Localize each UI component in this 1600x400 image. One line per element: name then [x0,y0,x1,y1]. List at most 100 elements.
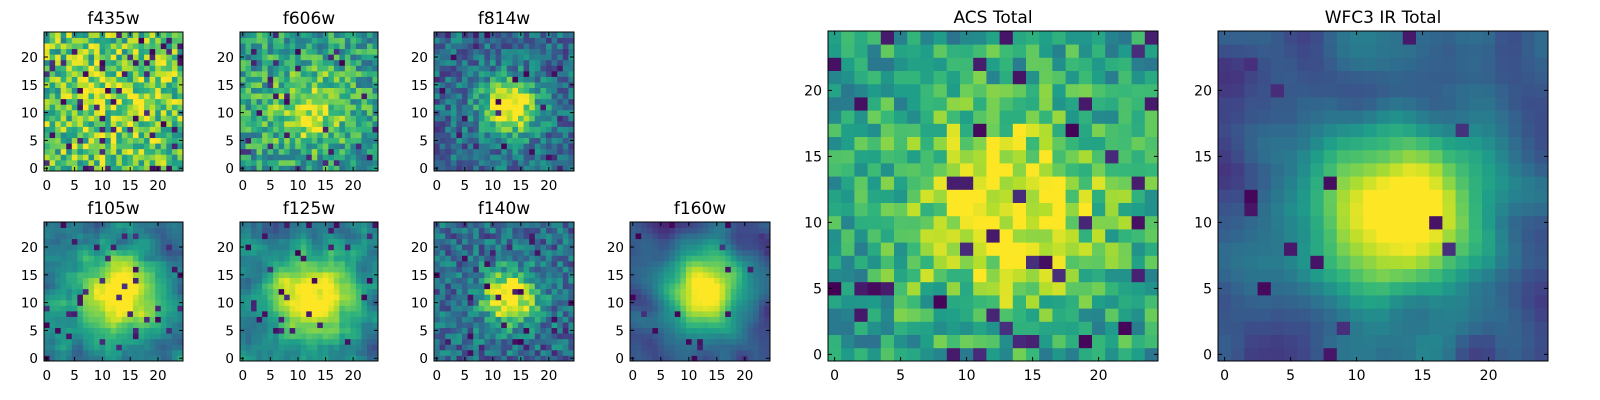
heatmap-cell [462,260,468,267]
heatmap-cell [121,65,128,72]
heatmap-cell [94,37,100,44]
heatmap-cell [311,148,318,155]
heatmap-cell [473,310,480,317]
heatmap-cell [94,154,100,161]
heatmap-cell [355,277,362,284]
heatmap-cell [708,349,715,356]
heatmap-cell [1012,321,1027,335]
heatmap-cell [646,233,653,240]
heatmap-cell [49,277,56,284]
heatmap-cell [278,277,285,284]
heatmap-cell [512,143,519,150]
heatmap-cell [295,48,302,55]
heatmap-cell [300,148,307,155]
heatmap-cell [534,98,541,105]
heatmap-cell [562,65,569,72]
heatmap-cell [828,281,842,296]
heatmap-cell [1131,295,1146,309]
heatmap-cell [344,255,351,262]
heatmap-cell [484,43,491,50]
heatmap-cell [166,333,173,340]
heatmap-cell [1144,255,1159,269]
heatmap-cell [144,299,151,306]
x-tick-label: 10 [680,368,697,384]
heatmap-cell [66,305,73,312]
heatmap-cell [278,222,285,228]
heatmap-cell [60,316,67,323]
heatmap-cell [66,310,73,317]
heatmap-cell [462,233,468,240]
heatmap-cell [44,76,50,83]
heatmap-cell [44,227,50,234]
heatmap-cell [372,305,379,312]
heatmap-cell [484,65,491,72]
heatmap-cell [289,98,296,105]
heatmap-cell [467,327,474,334]
x-tick-label: 20 [149,178,166,194]
heatmap-cell [251,132,257,139]
heatmap-cell [946,281,961,296]
heatmap-cell [273,132,280,139]
heatmap-cell [456,344,463,351]
heatmap-cell [300,249,307,256]
heatmap-cell [300,32,307,38]
heatmap-cell [82,255,89,262]
heatmap-cell [366,70,373,77]
heatmap-cell [534,266,541,273]
heatmap-cell [177,59,184,66]
heatmap-cell [256,244,263,251]
heatmap-cell [907,176,921,190]
heatmap-cell [355,272,362,278]
heatmap-cell [1026,176,1040,190]
heatmap-cell [501,143,508,150]
heatmap-cell [55,59,62,66]
heatmap-cell [361,299,368,306]
heatmap-cell [105,233,112,240]
heatmap-cell [708,355,715,362]
heatmap-cell [557,120,564,127]
heatmap-cell [557,260,564,267]
heatmap-cell [501,98,508,105]
heatmap-cell [262,165,268,172]
heatmap-cell [166,277,173,284]
heatmap-cell [71,132,78,139]
heatmap-cell [450,59,457,66]
heatmap-cell [501,227,508,234]
heatmap-cell [138,126,145,133]
heatmap-cell [501,277,508,284]
heatmap-cell [495,305,502,312]
heatmap-cell [450,82,457,88]
heatmap-cell [1012,229,1027,243]
heatmap-cell [501,109,508,116]
heatmap-cell [473,249,480,256]
heatmap-cell [88,294,95,301]
heatmap-cell [116,305,123,312]
heatmap-cell [66,137,73,144]
axes-frame [239,221,379,362]
heatmap-cell [66,48,73,55]
heatmap-cell [149,305,156,312]
heatmap-cell [300,233,307,240]
heatmap-cell [251,43,257,50]
heatmap-cell [506,48,513,55]
heatmap-cell [736,222,743,228]
heatmap-cell [1131,347,1146,362]
heatmap-cell [467,87,474,94]
heatmap-cell [311,238,318,245]
heatmap-cell [523,305,530,312]
heatmap-cell [867,255,882,269]
heatmap-cell [284,93,291,100]
x-tick-label: 20 [149,368,166,384]
heatmap-cell [99,132,106,139]
heatmap-cell [439,37,446,44]
heatmap-cell [708,233,715,240]
heatmap-cell [295,349,302,356]
heatmap-cell [311,266,318,273]
heatmap-cell [1131,189,1146,203]
heatmap-cell [289,333,296,340]
heatmap-cell [138,104,145,111]
heatmap-cell [94,98,100,105]
heatmap-cell [99,104,106,111]
heatmap-cell [518,37,524,44]
heatmap-cell [764,333,771,340]
